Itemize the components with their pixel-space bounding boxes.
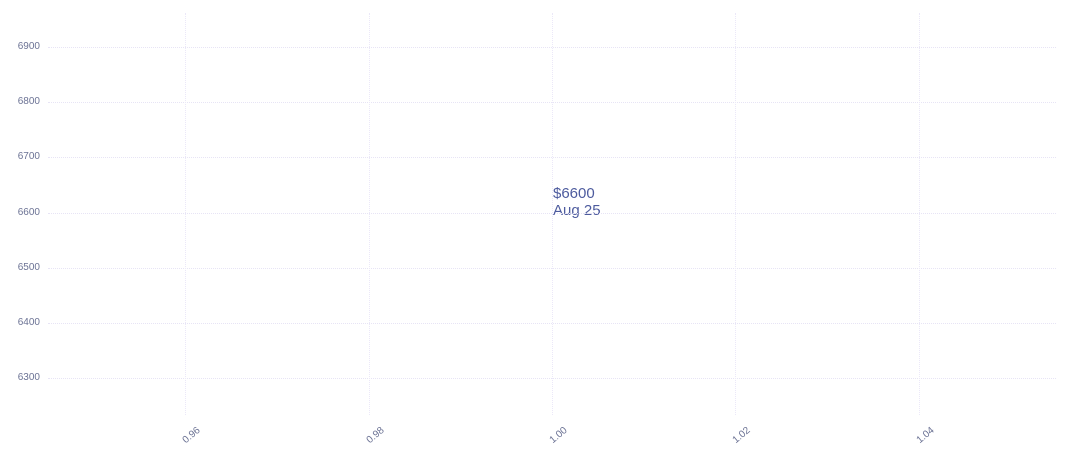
point-annotation: $6600 Aug 25: [553, 185, 601, 219]
x-axis-tick-label: 1.00: [547, 425, 570, 446]
y-axis-tick-label: 6700: [17, 151, 40, 162]
vertical-gridline: [369, 13, 370, 415]
x-axis-tick-label: 1.04: [914, 425, 937, 446]
y-axis-tick-label: 6900: [17, 41, 40, 52]
vertical-gridline: [735, 13, 736, 415]
vertical-gridline: [919, 13, 920, 415]
vertical-gridline: [185, 13, 186, 415]
annotation-price: $6600: [553, 185, 595, 202]
x-axis-tick-label: 0.96: [180, 425, 203, 446]
y-axis-tick-label: 6500: [17, 262, 40, 273]
x-axis-tick-label: 0.98: [364, 425, 387, 446]
x-axis-tick-label: 1.02: [730, 425, 753, 446]
annotation-date: Aug 25: [553, 202, 601, 219]
y-axis-tick-label: 6600: [17, 207, 40, 218]
y-axis-tick-label: 6800: [17, 96, 40, 107]
y-axis-tick-label: 6300: [17, 372, 40, 383]
vertical-gridline: [552, 13, 553, 415]
y-axis-tick-label: 6400: [17, 317, 40, 328]
